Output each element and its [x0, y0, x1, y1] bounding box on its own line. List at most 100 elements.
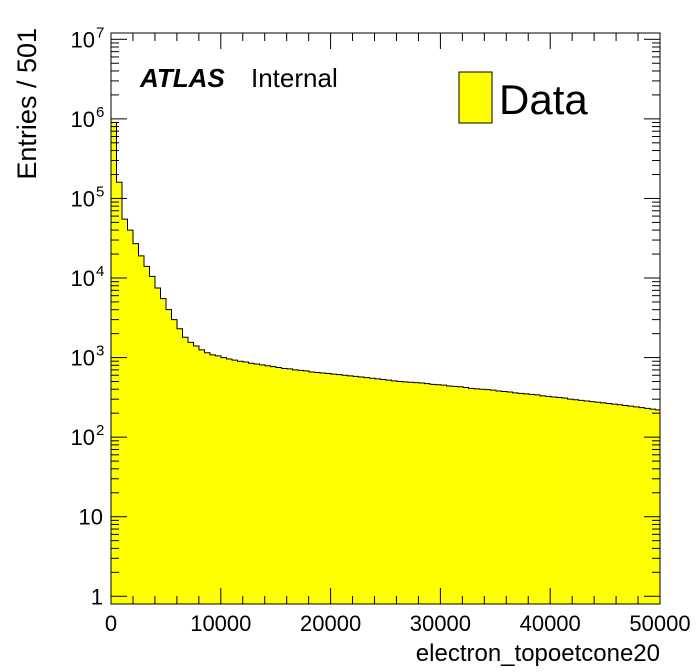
histogram-bar	[314, 372, 321, 604]
histogram-bar	[375, 378, 381, 604]
histogram-bar	[292, 369, 299, 604]
histogram-bar	[551, 396, 557, 604]
histogram-bar	[419, 382, 425, 604]
histogram-bar	[188, 342, 194, 604]
histogram-bar	[270, 366, 277, 604]
x-tick-label: 10000	[190, 611, 251, 636]
x-axis-label: electron_topoetcone20	[416, 640, 660, 667]
y-tick-label: 10	[71, 346, 95, 371]
histogram-bar	[655, 409, 660, 604]
histogram-bar	[358, 377, 365, 604]
histogram-bar	[534, 394, 541, 604]
histogram-bar	[369, 378, 376, 604]
x-tick-label: 0	[105, 611, 117, 636]
legend-label: Data	[499, 76, 588, 123]
legend-swatch	[458, 71, 493, 124]
histogram-bar	[160, 298, 167, 604]
histogram-bar	[474, 388, 480, 604]
histogram-bar	[545, 396, 552, 604]
histogram-bar	[556, 397, 563, 604]
histogram-bar	[215, 355, 222, 604]
histogram-bar	[562, 398, 568, 604]
histogram-bar	[226, 358, 233, 604]
histogram-bar	[650, 409, 656, 604]
histogram-bar	[540, 395, 546, 604]
y-tick-exponent: 5	[96, 183, 104, 200]
histogram-outline	[110, 122, 660, 604]
histogram-bar	[182, 337, 189, 604]
histogram-bar	[331, 374, 337, 604]
histogram-bar	[127, 230, 134, 604]
histogram-bar	[600, 402, 607, 604]
histogram-bar	[606, 403, 612, 604]
histogram-bar	[237, 361, 244, 604]
histogram-bar	[116, 182, 123, 604]
histogram-bar	[342, 375, 348, 604]
histogram-bar	[364, 377, 370, 604]
y-tick-label: 1	[91, 584, 103, 609]
y-axis-label: Entries / 501	[12, 28, 42, 180]
histogram-bar	[584, 400, 590, 604]
histogram-bar	[248, 363, 255, 604]
histogram-bar	[430, 384, 436, 604]
histogram-bar	[193, 345, 200, 604]
histogram-bar	[254, 364, 260, 604]
y-axis-ticks	[111, 38, 660, 597]
histogram-bar	[397, 381, 403, 604]
histogram-bar	[138, 255, 145, 604]
histogram-bar	[496, 391, 502, 604]
histogram-bar	[391, 380, 398, 604]
histogram-bar	[386, 380, 392, 604]
histogram-bar	[155, 287, 161, 604]
histogram-bar	[446, 385, 453, 604]
histogram-bar	[210, 354, 216, 604]
histogram-bar	[441, 385, 447, 604]
histogram-bar	[303, 370, 310, 604]
histogram-bar	[402, 381, 409, 604]
histogram-bar	[320, 373, 326, 604]
histogram-bar	[111, 122, 117, 605]
histogram-bar	[617, 404, 623, 604]
histogram-bar	[408, 382, 414, 604]
histogram-bar	[149, 276, 156, 604]
histogram-bar	[380, 379, 387, 604]
histogram-bar	[501, 391, 508, 604]
histogram-bar	[232, 360, 238, 604]
x-tick-label: 40000	[520, 611, 581, 636]
plot-frame	[110, 32, 661, 605]
histogram-bar	[628, 406, 634, 604]
histogram-bar	[298, 370, 304, 604]
y-tick-exponent: 3	[96, 343, 104, 360]
atlas-label-text: Internal	[251, 63, 338, 93]
legend: Data	[458, 71, 588, 124]
y-tick-label: 10	[71, 425, 95, 450]
histogram-bar	[199, 349, 205, 604]
atlas-label: ATLAS Internal	[139, 63, 338, 93]
y-tick-label: 10	[71, 266, 95, 291]
histogram-bar	[512, 392, 519, 604]
histogram-bar	[573, 399, 579, 604]
y-tick-label: 10	[71, 186, 95, 211]
x-axis-ticks	[110, 33, 661, 604]
histogram-bar	[276, 367, 282, 604]
histogram-bar	[325, 373, 332, 604]
histogram-bar	[243, 361, 249, 604]
histogram-bar	[413, 382, 420, 604]
histogram-bar	[595, 402, 601, 604]
histogram-bar	[424, 383, 431, 604]
histogram-bars	[110, 122, 660, 605]
histogram-bar	[281, 368, 288, 604]
histogram-bar	[171, 319, 178, 604]
y-tick-exponent: 4	[96, 263, 104, 280]
histogram-bar	[347, 375, 354, 604]
histogram-bar	[490, 390, 497, 604]
histogram-bar	[144, 266, 150, 604]
histogram-bar	[457, 386, 464, 604]
y-tick-exponent: 2	[96, 422, 104, 439]
histogram-bar	[611, 404, 618, 604]
y-tick-exponent: 7	[96, 24, 104, 41]
histogram-bar	[463, 387, 469, 604]
histogram-bar	[468, 388, 475, 604]
